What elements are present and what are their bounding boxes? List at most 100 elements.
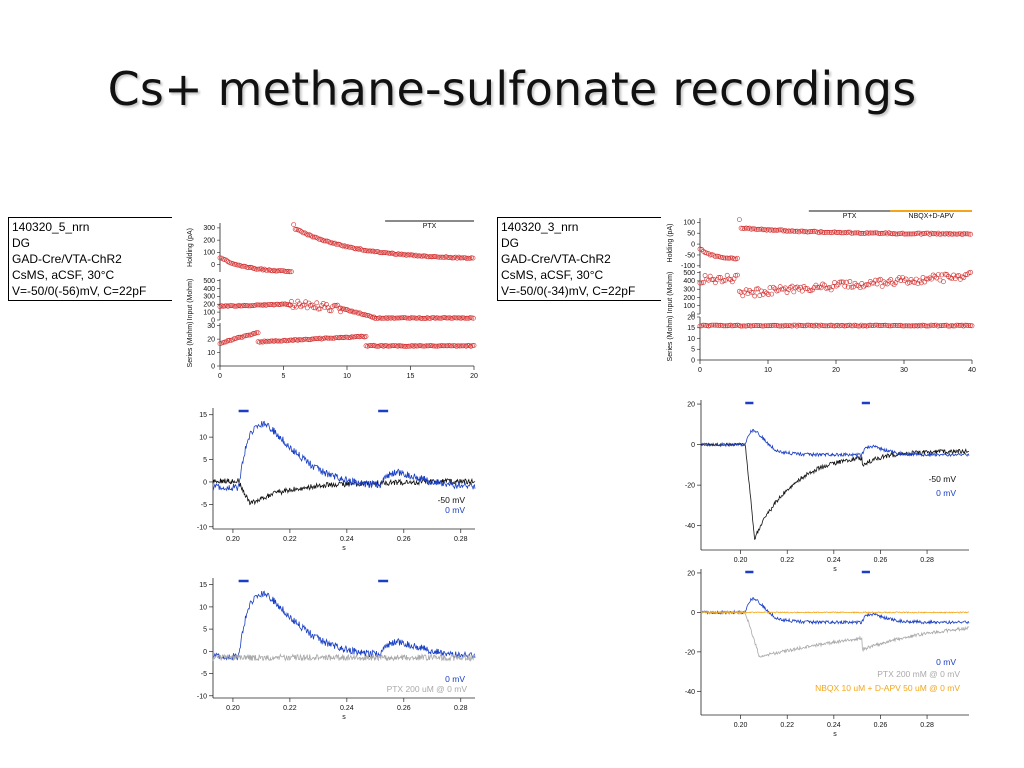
data-point: [316, 236, 322, 242]
data-point: [753, 323, 759, 328]
data-point: [808, 323, 813, 328]
data-point: [877, 323, 883, 328]
data-point: [718, 322, 723, 328]
data-point: [942, 271, 948, 277]
x-tick-label: 0.28: [920, 557, 934, 564]
data-point: [437, 254, 443, 260]
data-point: [711, 322, 716, 328]
series-line: [212, 653, 476, 662]
legend-entry: PTX 200 mM @ 0 mV: [877, 669, 960, 679]
data-point: [394, 315, 400, 321]
data-point: [908, 231, 914, 237]
data-point: [339, 335, 345, 340]
data-point: [733, 323, 739, 328]
data-point: [813, 322, 818, 328]
x-tick-label: 0.20: [226, 536, 240, 543]
y-tick-label: 10: [199, 604, 207, 611]
data-point: [735, 322, 740, 328]
info-line: 140320_5_nrn: [12, 220, 90, 234]
data-point: [311, 305, 317, 311]
data-point: [258, 302, 264, 308]
data-point: [867, 230, 873, 236]
data-point: [757, 293, 763, 298]
data-point: [254, 302, 259, 308]
y-tick-label: 300: [203, 225, 215, 232]
data-point: [879, 230, 885, 236]
data-point: [731, 323, 737, 328]
data-point: [277, 268, 283, 274]
treatment-label: NBQX+D-APV: [909, 213, 955, 220]
legend-entry: NBQX 10 uM + D-APV 50 uM @ 0 mV: [815, 683, 960, 693]
data-point: [387, 343, 393, 349]
y-tick-label: 0: [203, 649, 207, 656]
data-point: [287, 337, 293, 343]
data-point: [426, 316, 432, 321]
data-point: [726, 323, 732, 328]
data-point: [284, 338, 290, 344]
data-point: [311, 234, 317, 240]
data-point: [938, 323, 944, 329]
y-tick-label: -5: [201, 671, 207, 678]
data-point: [297, 301, 302, 307]
data-point: [429, 254, 435, 260]
data-point: [281, 338, 286, 343]
data-point: [896, 275, 902, 281]
data-point: [328, 308, 334, 314]
data-point: [818, 322, 824, 328]
data-point: [465, 343, 470, 348]
legend-entry: 0 mV: [936, 488, 956, 498]
data-point: [233, 303, 239, 309]
data-point: [852, 230, 858, 236]
x-tick-label: 0.20: [734, 722, 748, 729]
y-tick-label: 0: [211, 317, 215, 324]
treatment-label: PTX: [843, 213, 857, 220]
data-point: [906, 323, 912, 329]
data-point: [697, 280, 703, 286]
data-point: [418, 253, 424, 259]
data-point: [828, 230, 834, 236]
data-point: [435, 254, 441, 260]
data-point: [755, 323, 761, 329]
x-tick-label: 0.26: [397, 705, 411, 712]
data-point: [706, 251, 711, 256]
data-point: [449, 343, 455, 349]
y-tick-label: 15: [199, 412, 207, 419]
data-point: [895, 231, 900, 237]
x-tick-label: 0.26: [397, 536, 411, 543]
data-point: [920, 322, 926, 328]
data-point: [461, 255, 466, 261]
data-point: [701, 280, 706, 285]
data-point: [276, 302, 282, 308]
right-trace-chart-1: 20 0 -20 -40 0.20 0.22 0.24 0.26 0.28 s -50 mV 0 mV: [685, 400, 970, 573]
y-tick-label: -5: [201, 502, 207, 509]
data-point: [368, 248, 374, 254]
data-point: [239, 334, 245, 340]
data-point: [274, 338, 280, 344]
data-point: [820, 229, 826, 235]
data-point: [757, 323, 762, 328]
y-tick-label: 100: [203, 309, 215, 316]
data-point: [804, 229, 810, 235]
data-point: [342, 243, 347, 249]
data-point: [346, 335, 351, 340]
data-point: [372, 249, 377, 255]
data-point: [718, 275, 723, 280]
data-point: [798, 228, 803, 234]
data-point: [803, 286, 809, 291]
data-point: [255, 266, 261, 272]
data-point: [330, 335, 336, 341]
data-point: [740, 225, 746, 231]
data-point: [451, 315, 457, 321]
data-point: [434, 254, 439, 260]
data-point: [403, 343, 409, 349]
data-point: [769, 291, 775, 297]
data-point: [857, 231, 863, 236]
data-point: [847, 279, 853, 284]
data-point: [721, 278, 727, 283]
y-axis-label: Holding (pA): [667, 224, 674, 263]
data-point: [779, 323, 784, 329]
data-point: [243, 303, 248, 309]
data-point: [374, 316, 379, 321]
data-point: [707, 252, 713, 258]
info-line: GAD-Cre/VTA-ChR2: [501, 252, 611, 266]
